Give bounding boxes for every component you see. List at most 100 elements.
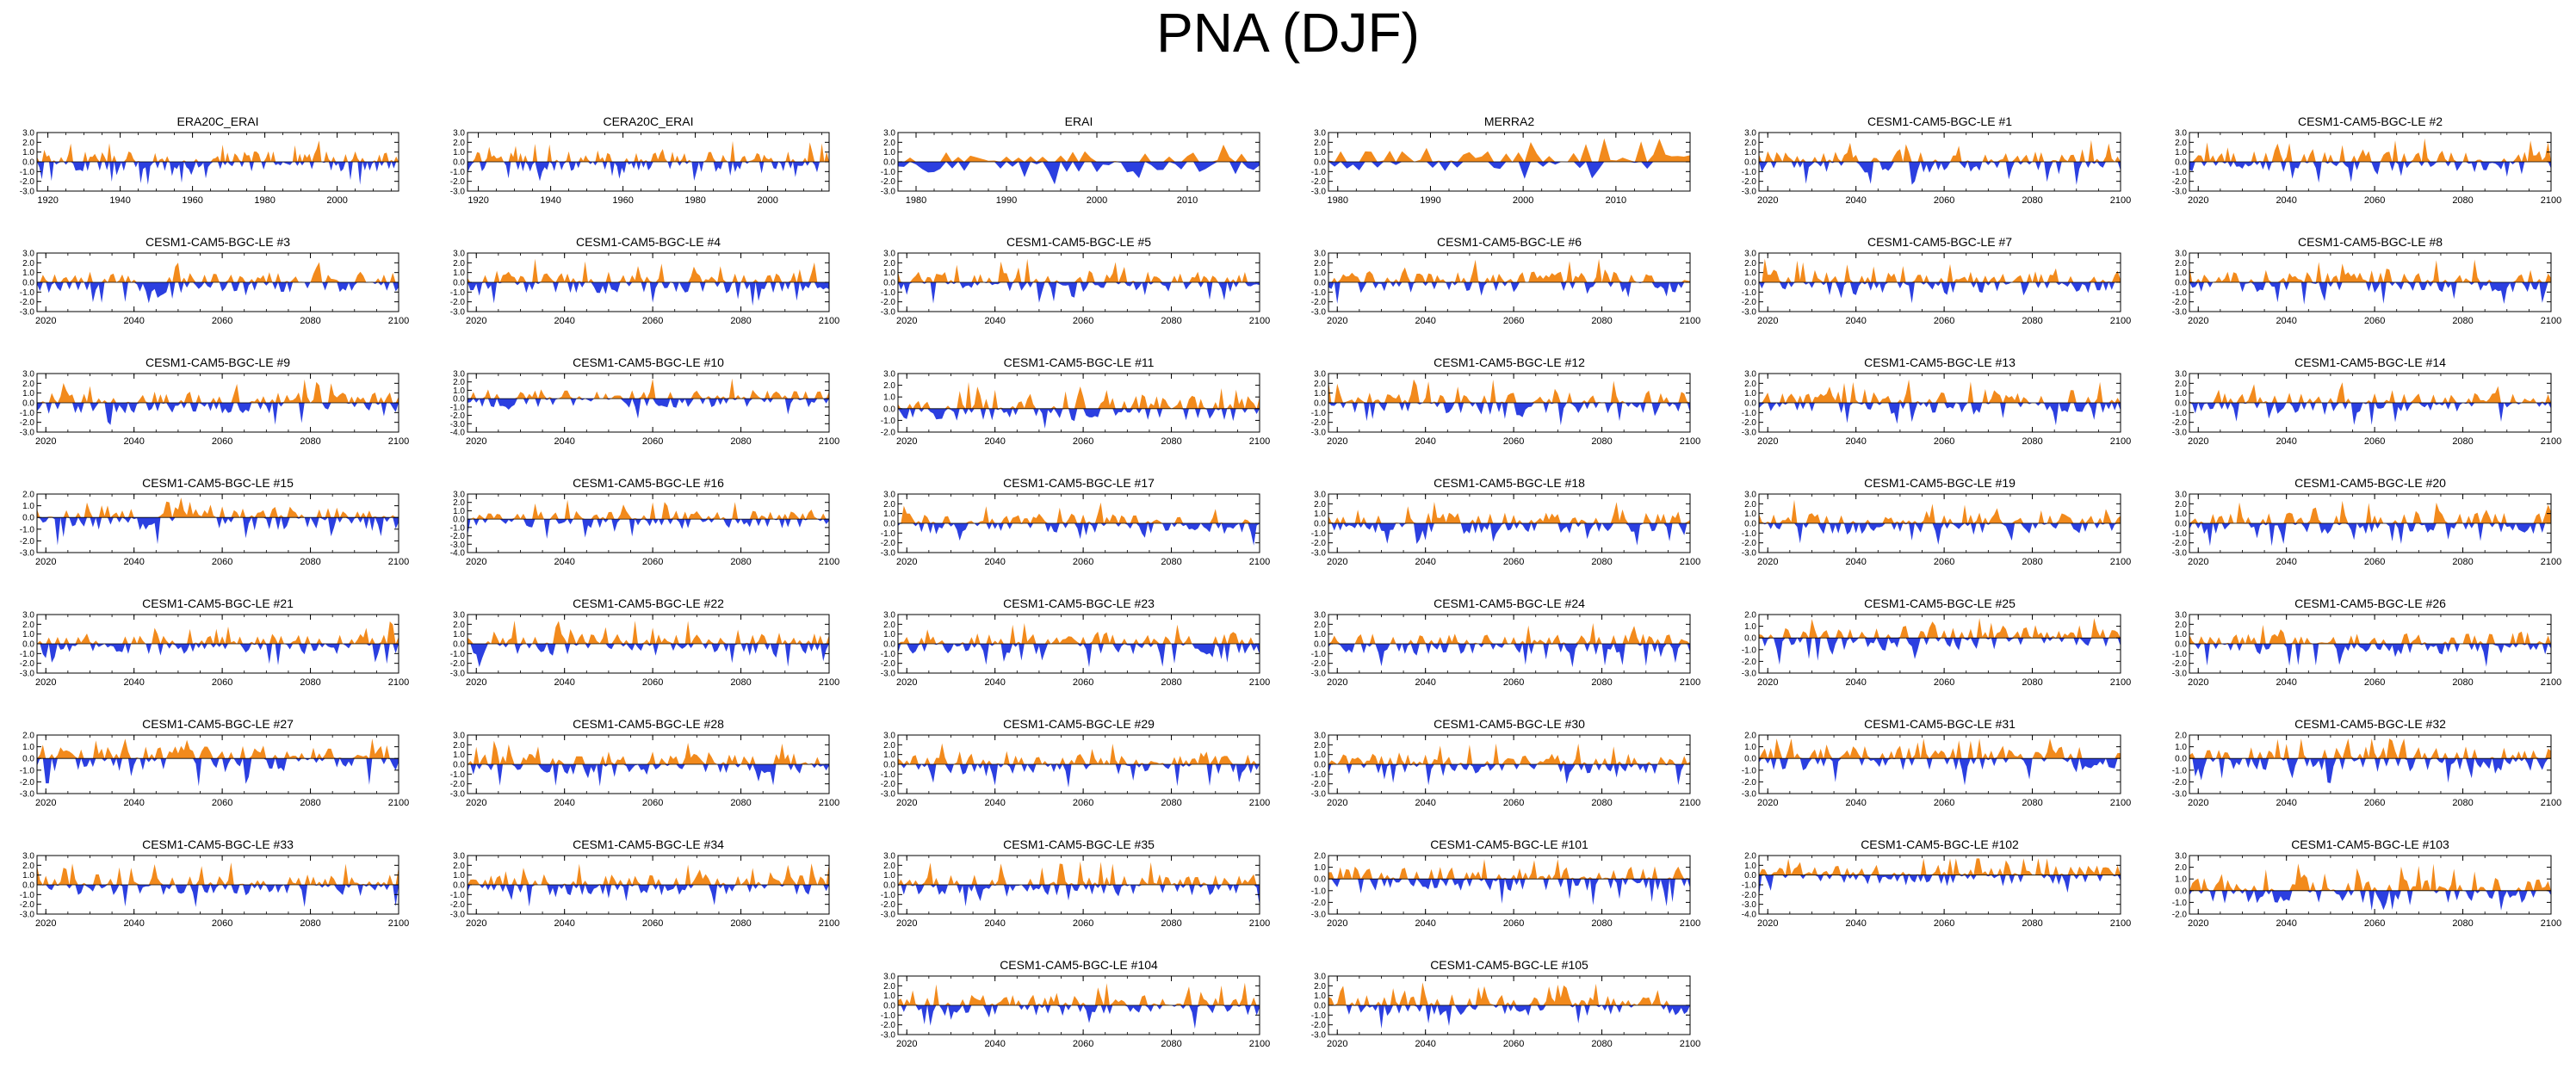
positive-area (898, 861, 1260, 885)
y-tick-label: 1.0 (2175, 269, 2187, 278)
y-tick-label: -2.0 (20, 659, 35, 669)
x-tick-label: 2020 (35, 798, 56, 808)
x-tick-label: 2020 (1327, 677, 1347, 688)
x-tick-label: 2040 (554, 436, 574, 447)
x-tick-label: 2060 (1073, 798, 1093, 808)
x-tick-label: 2040 (984, 918, 1005, 929)
x-tick-label: 2100 (2110, 677, 2131, 688)
panel-title: CESM1-CAM5-BGC-LE #14 (2294, 355, 2446, 369)
y-tick-label: 2.0 (2175, 732, 2187, 741)
y-tick-label: 1.0 (22, 630, 34, 640)
x-tick-label: 2080 (730, 677, 751, 688)
negative-area (1328, 162, 1690, 179)
x-tick-label: 2100 (1249, 316, 1270, 326)
x-tick-label: 2080 (2022, 677, 2042, 688)
x-tick-label: 2100 (388, 557, 409, 567)
y-tick-label: 3.0 (2175, 370, 2187, 380)
x-tick-label: 2080 (730, 798, 751, 808)
x-tick-label: 2060 (1073, 557, 1093, 567)
y-tick-label: 3.0 (2175, 491, 2187, 500)
x-tick-label: 2060 (642, 557, 663, 567)
y-tick-label: -3.0 (450, 790, 466, 800)
y-tick-label: 3.0 (453, 732, 465, 741)
y-tick-label: -3.0 (2172, 308, 2188, 318)
y-tick-label: 0.0 (883, 761, 895, 770)
x-tick-label: 2020 (1327, 316, 1347, 326)
y-tick-label: 2.0 (453, 378, 465, 387)
y-tick-label: 0.0 (2175, 279, 2187, 288)
plot-frame (36, 734, 399, 794)
positive-area (2189, 138, 2551, 162)
y-tick-label: -3.0 (1742, 429, 1757, 438)
y-tick-label: 0.0 (1314, 158, 1326, 168)
panel-title: CESM1-CAM5-BGC-LE #35 (1003, 837, 1155, 851)
x-tick-label: 2040 (1415, 557, 1435, 567)
y-tick-label: -2.0 (881, 900, 896, 910)
x-tick-label: 2080 (2452, 918, 2473, 929)
y-tick-label: 0.0 (2175, 158, 2187, 168)
x-tick-label: 2040 (123, 918, 144, 929)
negative-area (898, 162, 1260, 185)
negative-area (898, 282, 1260, 304)
y-tick-label: 0.0 (883, 279, 895, 288)
x-tick-label: 2020 (1327, 918, 1347, 929)
negative-area (468, 764, 829, 787)
y-tick-label: -3.0 (881, 549, 896, 559)
x-tick-label: 2100 (819, 798, 839, 808)
panel-title: CERA20C_ERAI (603, 114, 693, 128)
y-tick-label: -1.0 (450, 770, 466, 780)
y-tick-label: -2.0 (2172, 298, 2188, 307)
x-tick-label: 2060 (1934, 918, 1954, 929)
y-tick-label: 0.0 (1314, 640, 1326, 650)
y-tick-label: 0.0 (1744, 755, 1756, 764)
y-tick-label: -2.0 (1742, 539, 1757, 548)
panel-title: CESM1-CAM5-BGC-LE #3 (146, 235, 290, 249)
x-tick-label: 2100 (819, 918, 839, 929)
x-tick-label: 2060 (1934, 677, 1954, 688)
y-tick-label: -3.0 (1311, 790, 1327, 800)
x-tick-label: 1940 (109, 195, 130, 206)
x-tick-label: 2060 (1503, 677, 1524, 688)
panel-title: CESM1-CAM5-BGC-LE #6 (1437, 235, 1582, 249)
y-tick-label: -3.0 (1311, 911, 1327, 920)
y-tick-label: -1.0 (450, 650, 466, 659)
y-tick-label: 1.0 (453, 630, 465, 640)
y-tick-label: 0.0 (883, 405, 895, 414)
y-tick-label: -1.0 (881, 1011, 896, 1021)
y-tick-label: 1.0 (883, 148, 895, 158)
negative-area (1759, 874, 2121, 897)
y-tick-label: 1.0 (1314, 389, 1326, 399)
y-tick-label: -3.0 (881, 188, 896, 197)
x-tick-label: 2080 (730, 918, 751, 929)
x-tick-label: 2040 (2276, 677, 2296, 688)
panel-title: CESM1-CAM5-BGC-LE #22 (573, 596, 724, 610)
x-tick-label: 2100 (388, 677, 409, 688)
y-tick-label: 0.0 (883, 640, 895, 650)
y-tick-label: -2.0 (20, 177, 35, 187)
y-tick-label: 1.0 (2175, 630, 2187, 640)
x-tick-label: 2100 (2541, 316, 2561, 326)
y-tick-label: 0.0 (22, 640, 34, 650)
x-tick-label: 2020 (2188, 918, 2208, 929)
y-tick-label: -1.0 (1311, 409, 1327, 418)
y-tick-label: 3.0 (883, 732, 895, 741)
y-tick-label: -3.0 (1742, 670, 1757, 679)
y-tick-label: 3.0 (2175, 129, 2187, 139)
y-tick-label: 3.0 (1744, 129, 1756, 139)
y-tick-label: -2.0 (1742, 418, 1757, 428)
y-tick-label: 3.0 (883, 250, 895, 259)
x-tick-label: 2080 (1161, 557, 1181, 567)
x-tick-label: 2020 (2188, 195, 2208, 206)
y-tick-label: 2.0 (453, 862, 465, 871)
positive-area (2189, 382, 2551, 403)
